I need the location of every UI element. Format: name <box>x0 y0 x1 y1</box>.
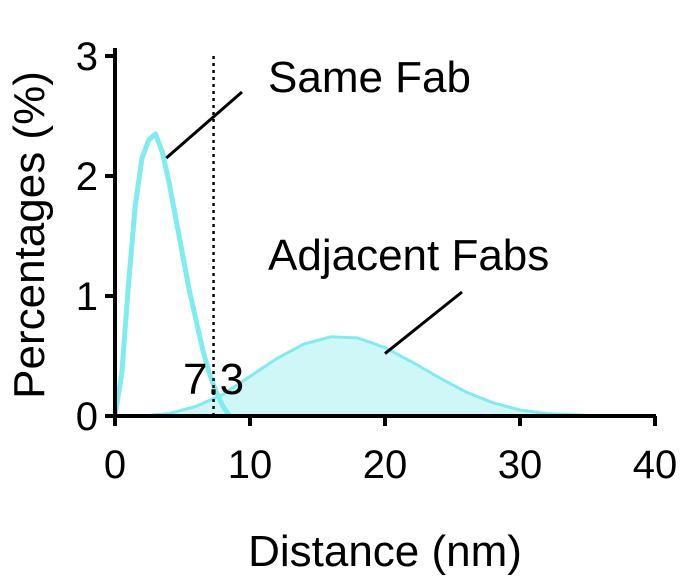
plot-area <box>112 56 602 418</box>
leader-line-same-fab <box>165 90 243 160</box>
series-line-same-fab <box>112 131 232 418</box>
x-axis-title: Distance (nm) <box>248 527 522 576</box>
y-tick-label: 1 <box>76 275 98 319</box>
annotation-adjacent-fabs: Adjacent Fabs <box>268 231 549 280</box>
x-tick-label: 0 <box>104 443 126 487</box>
x-tick-label: 40 <box>633 443 678 487</box>
annotations: 7.3 Same Fab Adjacent Fabs <box>165 53 549 404</box>
leader-line-adjacent-fabs <box>384 290 463 355</box>
x-tick-label: 10 <box>228 443 273 487</box>
x-ticks: 0 10 20 30 40 <box>104 416 677 487</box>
series-area-adjacent-fabs <box>141 335 602 418</box>
x-tick-label: 30 <box>498 443 543 487</box>
y-axis-title: Percentages (%) <box>5 71 54 399</box>
threshold-label: 7.3 <box>183 355 244 404</box>
x-tick-label: 20 <box>363 443 408 487</box>
y-tick-label: 3 <box>76 35 98 79</box>
annotation-same-fab: Same Fab <box>268 53 471 102</box>
y-tick-label: 2 <box>76 155 98 199</box>
y-ticks: 0 1 2 3 <box>76 35 115 439</box>
y-tick-label: 0 <box>76 395 98 439</box>
